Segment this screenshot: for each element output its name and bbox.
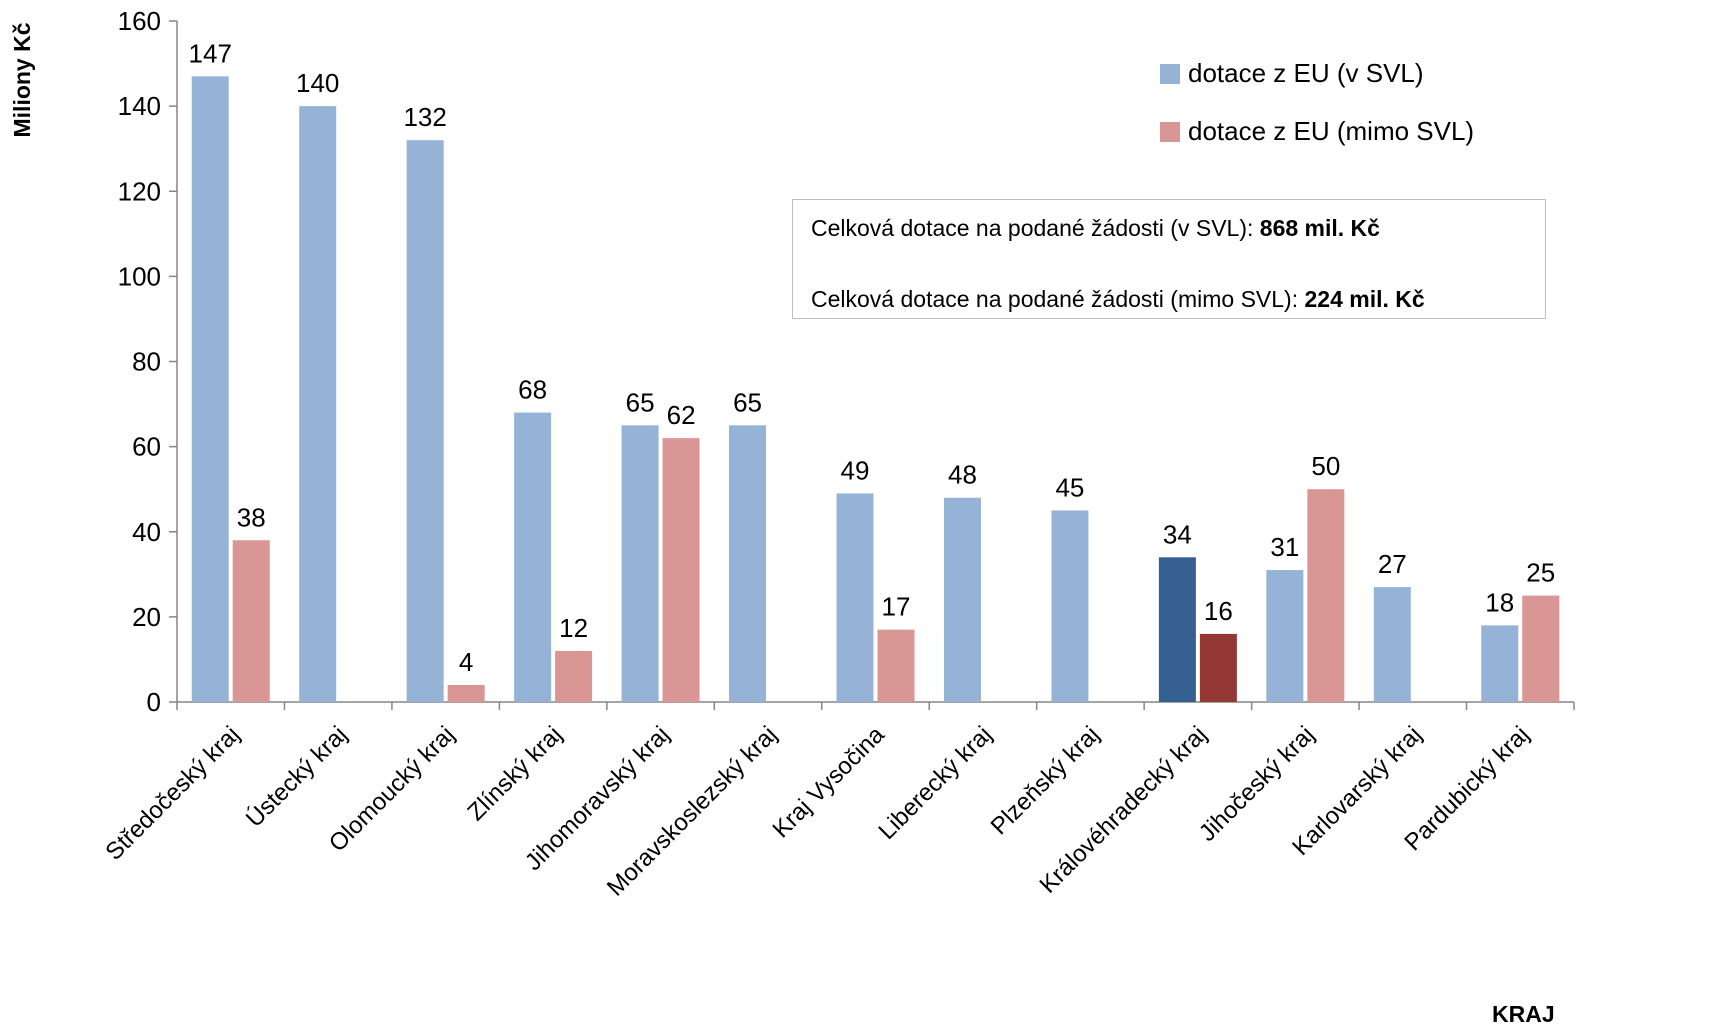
legend-item-mimo-svl: dotace z EU (mimo SVL): [1160, 116, 1474, 147]
totals-annotation-box: Celková dotace na podané žádosti (v SVL)…: [792, 199, 1546, 319]
x-axis-title: KRAJ: [1492, 1001, 1555, 1027]
data-label: 132: [403, 102, 446, 132]
data-label: 25: [1526, 558, 1555, 588]
bar-svl: [514, 412, 552, 702]
data-label: 27: [1378, 549, 1407, 579]
legend-label-mimo-svl: dotace z EU (mimo SVL): [1188, 116, 1475, 146]
y-tick-label: 160: [118, 6, 161, 36]
x-tick-label: Liberecký kraj: [873, 721, 997, 845]
data-label: 50: [1311, 451, 1340, 481]
bar-svl: [191, 76, 229, 703]
x-tick-label: Plzeňský kraj: [986, 721, 1105, 840]
y-tick-label: 140: [118, 91, 161, 121]
bar-mimo-svl: [447, 684, 485, 702]
y-axis: 0 20 40 60 80 100 120 140 160: [118, 6, 178, 717]
bar-svl: [836, 493, 874, 702]
bar-mimo-svl: [232, 540, 270, 702]
y-tick-label: 20: [132, 602, 161, 632]
y-tick-label: 40: [132, 517, 161, 547]
total-mimo-svl-line: Celková dotace na podané žádosti (mimo S…: [811, 286, 1425, 313]
data-label: 62: [667, 400, 696, 430]
legend-swatch-svl: [1160, 63, 1180, 84]
y-tick-label: 60: [132, 432, 161, 462]
data-label: 34: [1163, 519, 1192, 549]
data-label: 4: [459, 647, 473, 677]
data-label: 12: [559, 613, 588, 643]
total-mimo-svl-value: 224 mil. Kč: [1304, 286, 1425, 312]
bar-mimo-svl: [662, 438, 700, 702]
y-tick-label: 80: [132, 347, 161, 377]
y-tick-label: 100: [118, 261, 161, 291]
total-svl-text: Celková dotace na podané žádosti (v SVL)…: [811, 215, 1260, 241]
bar-svl: [943, 497, 981, 702]
legend-swatch-mimo-svl: [1160, 121, 1180, 142]
bar-svl: [1373, 587, 1411, 702]
bar-svl: [1051, 510, 1089, 702]
total-svl-value: 868 mil. Kč: [1259, 215, 1380, 241]
bar-svl: [621, 425, 659, 702]
data-label: 38: [237, 502, 266, 532]
data-label: 48: [948, 460, 977, 490]
total-mimo-svl-text: Celková dotace na podané žádosti (mimo S…: [811, 286, 1305, 312]
bar-svl: [1158, 557, 1196, 702]
legend-label-svl: dotace z EU (v SVL): [1188, 58, 1424, 88]
total-svl-line: Celková dotace na podané žádosti (v SVL)…: [811, 215, 1380, 242]
legend-item-svl: dotace z EU (v SVL): [1160, 58, 1424, 89]
bars: [191, 76, 1560, 703]
data-label: 16: [1204, 596, 1233, 626]
x-tick-label: Kraj Vysočina: [768, 721, 891, 844]
data-label: 140: [296, 68, 339, 98]
x-tick-label: Ústecký kraj: [241, 721, 353, 833]
x-tick-label: Středočeský kraj: [100, 721, 245, 866]
data-label: 17: [882, 592, 911, 622]
bar-svl: [406, 140, 444, 703]
data-label: 68: [518, 375, 547, 405]
bar-mimo-svl: [555, 650, 593, 702]
bar-svl: [1481, 625, 1519, 702]
data-label: 45: [1055, 472, 1084, 502]
bar-mimo-svl: [877, 629, 915, 702]
data-label: 31: [1270, 532, 1299, 562]
bar-mimo-svl: [1522, 595, 1560, 702]
bar-svl: [299, 106, 337, 702]
data-label: 65: [626, 387, 655, 417]
y-axis-title: Miliony Kč: [9, 22, 35, 137]
y-tick-label: 0: [147, 687, 161, 717]
bar-mimo-svl: [1307, 489, 1345, 702]
bar-mimo-svl: [1199, 633, 1237, 702]
bar-svl: [1266, 570, 1304, 702]
data-label: 49: [841, 455, 870, 485]
data-labels: 147 140 132 68 65 65 49 48 45 34 31 27 18 38 4 12 62 17 16…: [189, 38, 1556, 677]
data-label: 147: [189, 38, 232, 68]
bar-svl: [729, 425, 767, 702]
data-label: 18: [1485, 587, 1514, 617]
x-tick-label: Zlínský kraj: [462, 721, 567, 826]
y-tick-label: 120: [118, 176, 161, 206]
data-label: 65: [733, 387, 762, 417]
